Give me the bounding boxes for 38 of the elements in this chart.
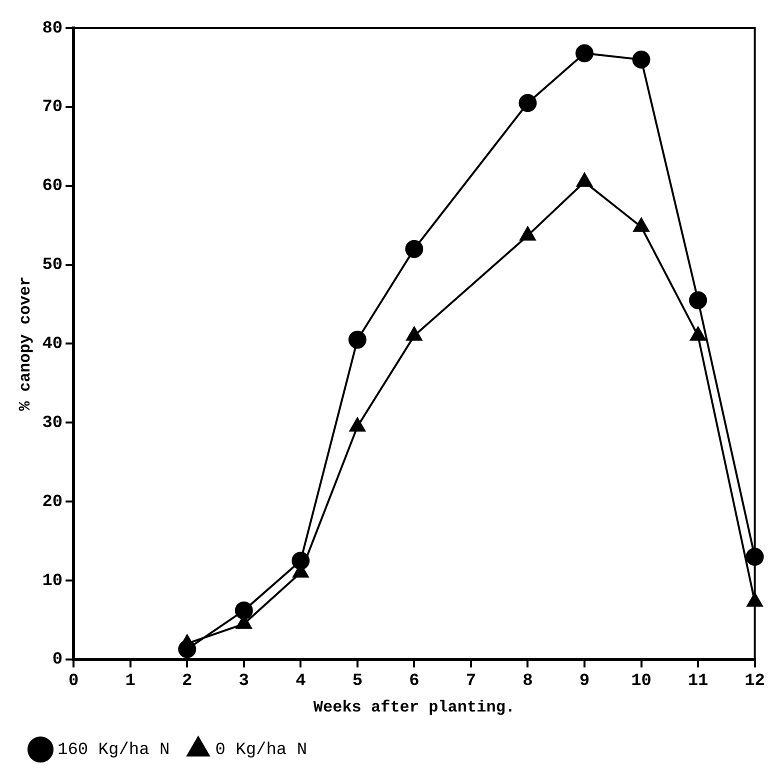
point <box>576 172 592 187</box>
x-tick-label: 6 <box>409 672 420 691</box>
point <box>406 326 422 341</box>
x-tick-label: 1 <box>125 672 136 691</box>
x-tick-label: 11 <box>688 672 708 691</box>
legend-label: 0 Kg/ha N <box>215 741 308 760</box>
x-tick-label: 5 <box>352 672 363 691</box>
point <box>518 94 537 112</box>
x-tick-label: 8 <box>522 672 533 691</box>
y-tick-label: 30 <box>42 414 63 433</box>
y-tick-label: 40 <box>42 334 63 354</box>
x-tick-label: 2 <box>182 672 192 691</box>
y-tick-label: 80 <box>42 19 63 38</box>
x-tick-label: 4 <box>296 672 306 691</box>
x-tick-label: 3 <box>238 672 250 691</box>
y-tick-label: 20 <box>42 492 63 512</box>
y-tick-label: 70 <box>42 98 63 118</box>
y-tick-label: 50 <box>42 256 63 276</box>
point <box>576 44 594 62</box>
point <box>350 418 366 432</box>
x-tick-label: 10 <box>631 672 652 691</box>
x-axis-title: Weeks after planting. <box>313 698 516 716</box>
point <box>690 326 706 341</box>
point <box>689 291 708 310</box>
x-tick-label: 12 <box>744 672 765 691</box>
y-tick-label: 60 <box>42 177 63 196</box>
point <box>520 226 536 241</box>
x-tick-label: 0 <box>68 672 79 691</box>
y-tick-label: 0 <box>52 650 63 670</box>
y-axis-title: % canopy cover <box>16 276 35 411</box>
x-tick-label: 9 <box>579 672 590 691</box>
point <box>633 218 650 232</box>
point <box>632 50 650 69</box>
point <box>405 240 424 258</box>
legend-label: 160 Kg/ha N <box>58 741 170 760</box>
x-tick-label: 7 <box>466 672 476 691</box>
y-tick-label: 10 <box>42 572 63 591</box>
point <box>348 330 366 349</box>
